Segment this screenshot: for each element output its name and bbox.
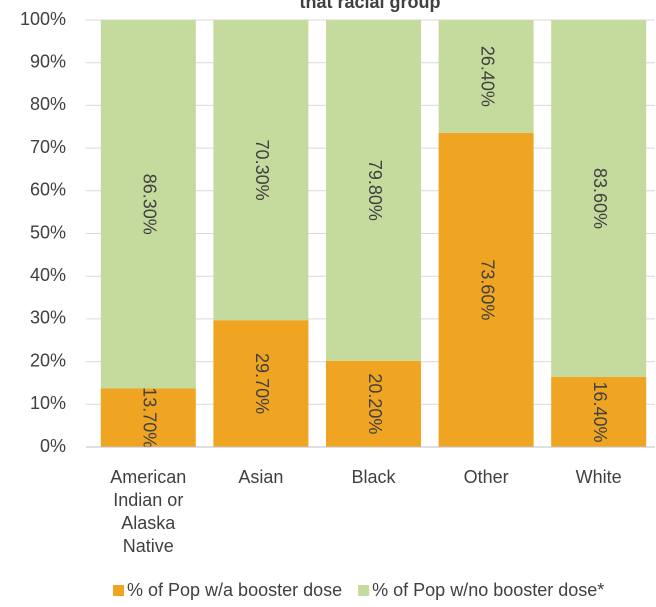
bar-segment: [326, 360, 421, 447]
x-tick-label: Asian: [238, 467, 284, 487]
y-tick-label: 50%: [30, 222, 66, 242]
y-tick-label: 20%: [30, 350, 66, 370]
data-label: 70.30%: [252, 140, 272, 201]
y-tick-label: 30%: [30, 308, 66, 328]
y-tick-label: 80%: [30, 94, 66, 114]
data-label: 86.30%: [140, 174, 160, 235]
bar-segment: [213, 320, 309, 447]
bar-segment: [326, 20, 421, 361]
bar-segment: [100, 20, 196, 389]
y-tick-label: 0%: [40, 436, 66, 456]
data-label: 83.60%: [590, 168, 610, 229]
x-tick-label: Other: [463, 467, 509, 487]
bar-segment: [213, 20, 309, 321]
y-tick-label: 100%: [20, 9, 66, 29]
x-tick-label: Black: [351, 467, 396, 487]
data-label: 79.80%: [365, 160, 385, 221]
data-label: 16.40%: [590, 381, 610, 442]
data-label: 20.20%: [365, 373, 385, 434]
data-label: 13.70%: [140, 387, 160, 448]
chart-title: that racial group: [299, 0, 440, 12]
y-tick-label: 40%: [30, 265, 66, 285]
x-tick-label: American Indian or Alaska Native: [110, 467, 187, 556]
legend-label: % of Pop w/a booster dose: [127, 580, 342, 600]
data-label: 26.40%: [477, 46, 497, 107]
legend-label: % of Pop w/no booster dose*: [372, 580, 604, 600]
y-tick-label: 60%: [30, 180, 66, 200]
x-tick-label: White: [575, 467, 622, 487]
legend-swatch: [358, 585, 370, 596]
bar-segment: [551, 376, 647, 447]
legend-swatch: [113, 585, 124, 596]
y-tick-label: 10%: [30, 393, 66, 413]
data-label: 29.70%: [252, 353, 272, 414]
bar-segment: [100, 388, 196, 447]
y-tick-label: 90%: [30, 51, 66, 71]
bar-segment: [551, 20, 647, 377]
y-tick-label: 70%: [30, 137, 66, 157]
data-label: 73.60%: [477, 259, 497, 320]
bar-segment: [438, 20, 534, 133]
bar-segment: [438, 132, 534, 447]
